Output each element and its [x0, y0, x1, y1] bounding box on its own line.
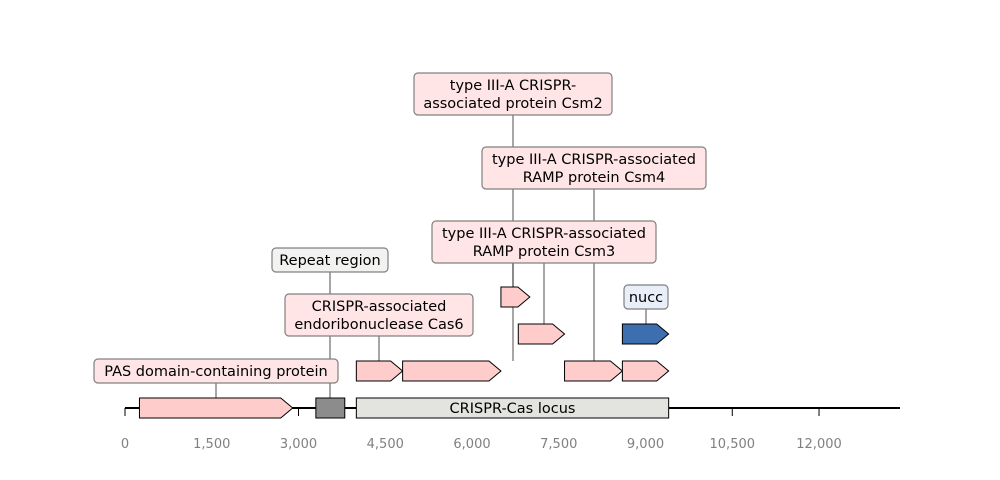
label-text: type III-A CRISPR-associated	[442, 226, 646, 242]
label-box	[413, 72, 613, 116]
label-text: nucc	[629, 290, 663, 306]
feature-arrow-f5	[621, 360, 670, 382]
label-text: CRISPR-associated	[312, 299, 447, 315]
x-tick-label: 6,000	[453, 437, 490, 452]
label-box	[93, 358, 339, 384]
x-tick-label: 10,500	[710, 437, 756, 452]
x-tick-label: 3,000	[280, 437, 317, 452]
x-tick-label: 9,000	[627, 437, 664, 452]
feature-arrow-f8	[500, 286, 531, 308]
feature-arrow-cas6	[355, 360, 404, 382]
label-box	[623, 284, 669, 310]
x-tick-label: 0	[121, 437, 129, 452]
feature-arrows	[138, 286, 670, 419]
feature-arrow-f6	[517, 323, 566, 345]
label-text: type III-A CRISPR-associated	[492, 152, 696, 168]
feature-label-6: nucc	[623, 284, 669, 310]
label-box	[271, 247, 389, 273]
feature-label-4: type III-A CRISPR-associated RAMP protein…	[481, 146, 707, 190]
feature-label-1: Repeat region	[271, 247, 389, 273]
feature-label-0: PAS domain-containing protein	[93, 358, 339, 384]
x-tick-label: 12,000	[796, 437, 842, 452]
label-box	[481, 146, 707, 190]
label-text: type III-A CRISPR-	[450, 78, 576, 94]
label-box	[431, 220, 657, 264]
feature-arrow-pas	[138, 397, 294, 419]
repeat-region-box	[315, 397, 346, 419]
feature-arrow-csm2	[402, 360, 502, 382]
label-text: endoribonuclease Cas6	[294, 317, 463, 333]
label-text: RAMP protein Csm3	[473, 244, 615, 260]
feature-label-2: CRISPR-associated endoribonuclease Cas6	[284, 293, 474, 337]
label-text: RAMP protein Csm4	[523, 170, 665, 186]
feature-arrow-nucc	[621, 323, 670, 345]
label-text: Repeat region	[279, 253, 381, 269]
x-tick-label: 7,500	[540, 437, 577, 452]
feature-labels: PAS domain-containing protein Repeat regi…	[93, 72, 707, 384]
label-box	[284, 293, 474, 337]
label-text: PAS domain-containing protein	[104, 364, 327, 380]
feature-label-3: type III-A CRISPR-associated protein Csm…	[413, 72, 613, 116]
crispr-cas-locus-region	[355, 397, 670, 419]
feature-label-5: type III-A CRISPR-associated RAMP protein…	[431, 220, 657, 264]
label-text: associated protein Csm2	[423, 96, 602, 112]
feature-arrow-csm4	[564, 360, 624, 382]
region-label: CRISPR-Cas locus	[450, 401, 576, 417]
x-tick-label: 1,500	[193, 437, 230, 452]
x-tick-label: 4,500	[367, 437, 404, 452]
